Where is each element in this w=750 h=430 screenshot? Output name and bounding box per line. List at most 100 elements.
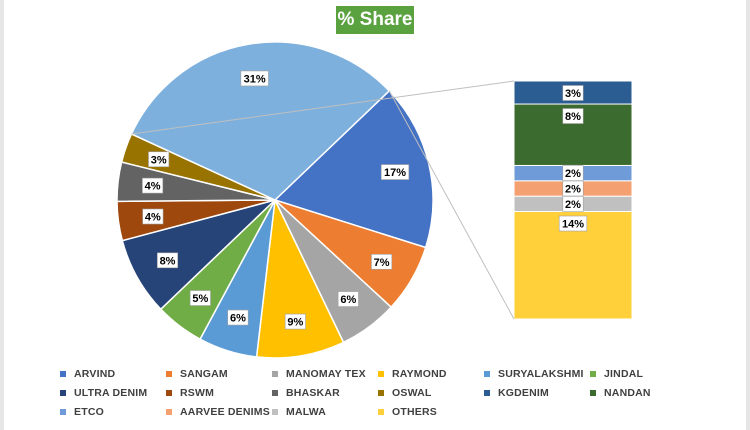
legend-item-ultra-denim: ULTRA DENIM — [60, 386, 166, 400]
pie-label-manomay-tex: 6% — [340, 294, 356, 306]
legend-item-nandan: NANDAN — [590, 386, 696, 400]
legend-item-oswal: OSWAL — [378, 386, 484, 400]
legend-swatch — [60, 390, 66, 396]
pie-label-jindal-box — [189, 290, 211, 306]
legend-swatch — [166, 371, 172, 377]
pie-label-arvind-group: 17% — [380, 164, 410, 180]
legend-item-malwa: MALWA — [272, 405, 378, 419]
legend-swatch — [272, 390, 278, 396]
legend-label: RAYMOND — [392, 368, 447, 380]
legend-swatch — [590, 390, 596, 396]
bar-label-malwa-group: 2% — [562, 196, 584, 212]
legend-label: AARVEE DENIMS — [180, 406, 270, 418]
legend-swatch — [378, 371, 384, 377]
bar-label-malwa-box — [562, 196, 584, 212]
connector-line-bottom — [388, 90, 515, 320]
legend-item-jindal: JINDAL — [590, 367, 696, 381]
bar-label-malwa: 2% — [565, 199, 581, 211]
pie-label-oswal-box — [148, 151, 170, 168]
pie-label-ultra-denim: 8% — [160, 255, 176, 267]
legend-label: BHASKAR — [286, 387, 340, 399]
pie-label-suryalakshmi-group: 6% — [227, 309, 249, 326]
legend-swatch — [484, 371, 490, 377]
legend-swatch — [378, 390, 384, 396]
pie-label-other-group: 31% — [240, 70, 269, 87]
legend-label: SANGAM — [180, 368, 228, 380]
frame-border-right — [746, 0, 750, 430]
pie-label-ultra-denim-group: 8% — [157, 252, 179, 269]
pie-label-jindal: 5% — [192, 293, 208, 305]
pie-label-suryalakshmi-box — [227, 309, 249, 326]
pie-label-rswm: 4% — [145, 212, 161, 224]
legend-item-kgdenim: KGDENIM — [484, 386, 590, 400]
bar-label-others: 14% — [562, 219, 584, 231]
legend-item-sangam: SANGAM — [166, 367, 272, 381]
pie-label-bhaskar-group: 4% — [142, 177, 164, 194]
pie-label-arvind: 17% — [384, 167, 406, 179]
bar-label-kgdenim-group: 3% — [562, 85, 584, 101]
legend-swatch — [590, 371, 596, 377]
chart-legend: ARVIND SANGAM MANOMAY TEX RAYMOND SURYALAKSH… — [60, 367, 690, 419]
pie-label-bhaskar: 4% — [145, 181, 161, 193]
legend-item-others: OTHERS — [378, 405, 484, 419]
legend-item-aarvee-denims: AARVEE DENIMS — [166, 405, 272, 419]
pie-slice-raymond — [255, 197, 345, 359]
bar-label-others-box — [558, 215, 588, 232]
pie-label-oswal-group: 3% — [148, 151, 170, 168]
legend-label: ARVIND — [74, 368, 116, 380]
pie-label-raymond-box — [284, 313, 306, 330]
legend-item-rswm: RSWM — [166, 386, 272, 400]
bar-label-kgdenim: 3% — [565, 88, 581, 100]
bar-label-etco-group: 2% — [562, 165, 584, 181]
pie-label-arvind-box — [380, 164, 410, 180]
pie-label-other-box — [240, 70, 269, 87]
legend-swatch — [272, 409, 278, 415]
connector-line-top — [131, 80, 515, 135]
pie-label-other: 31% — [244, 73, 266, 85]
legend-label: ETCO — [74, 406, 104, 418]
legend-label: JINDAL — [604, 368, 644, 380]
legend-item-suryalakshmi: SURYALAKSHMI — [484, 367, 590, 381]
pie-label-rswm-box — [142, 208, 164, 225]
pie-label-sangam-box — [371, 254, 393, 270]
legend-item-bhaskar: BHASKAR — [272, 386, 378, 400]
bar-label-nandan: 8% — [565, 111, 581, 123]
pie-label-bhaskar-box — [142, 177, 164, 194]
legend-label: NANDAN — [604, 387, 651, 399]
legend-label: MANOMAY TEX — [286, 368, 366, 380]
pie-label-sangam: 7% — [374, 257, 390, 269]
legend-label: MALWA — [286, 406, 327, 418]
legend-label: OSWAL — [392, 387, 432, 399]
bar-label-others-group: 14% — [558, 215, 588, 232]
pie-label-oswal: 3% — [151, 154, 167, 166]
chart-title: % Share — [336, 6, 414, 34]
pie-label-raymond: 9% — [287, 317, 303, 329]
bar-label-etco-box — [562, 165, 584, 181]
legend-label: KGDENIM — [498, 387, 549, 399]
legend-item-manomay-tex: MANOMAY TEX — [272, 367, 378, 381]
bar-label-nandan-group: 8% — [562, 108, 584, 124]
pie-label-rswm-group: 4% — [142, 208, 164, 225]
bar-label-aarvee-denims-group: 2% — [562, 180, 584, 197]
pie-label-suryalakshmi: 6% — [230, 313, 246, 325]
pie-label-sangam-group: 7% — [371, 254, 393, 270]
pie-label-manomay-tex-group: 6% — [337, 291, 359, 307]
legend-label: SURYALAKSHMI — [498, 368, 584, 380]
legend-item-arvind: ARVIND — [60, 367, 166, 381]
legend-swatch — [484, 390, 490, 396]
bar-label-aarvee-denims-box — [562, 180, 584, 197]
pie-label-jindal-group: 5% — [189, 290, 211, 306]
legend-swatch — [378, 409, 384, 415]
legend-swatch — [166, 390, 172, 396]
bar-label-nandan-box — [562, 108, 584, 124]
legend-label: RSWM — [180, 387, 215, 399]
pie-label-ultra-denim-box — [157, 252, 179, 269]
bar-label-etco: 2% — [565, 168, 581, 180]
pie-label-raymond-group: 9% — [284, 313, 306, 330]
pie-slice-other — [130, 41, 391, 201]
legend-item-etco: ETCO — [60, 405, 166, 419]
legend-label: OTHERS — [392, 406, 437, 418]
frame-border-left — [0, 0, 4, 430]
